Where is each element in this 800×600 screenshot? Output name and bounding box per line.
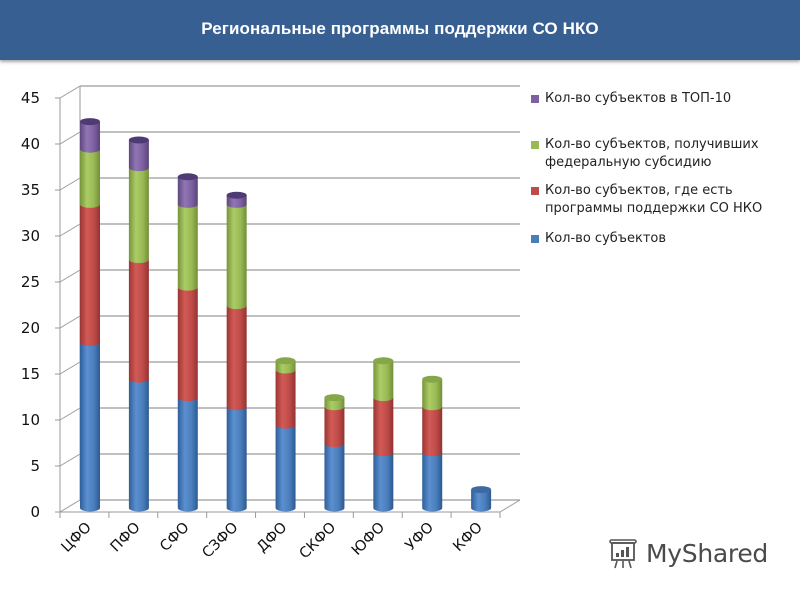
bar-segment (80, 204, 100, 346)
legend-swatch-purple (531, 95, 539, 103)
legend-swatch-blue (531, 235, 539, 243)
bar-ЦФО (80, 118, 100, 512)
bar-segment (226, 406, 247, 512)
bar-segment (373, 360, 394, 402)
legend-item-top10: Кол-во субъектов в ТОП-10 (531, 90, 731, 108)
y-tick-label: 30 (21, 227, 40, 245)
title-banner: Региональные программы поддержки СО НКО (0, 0, 800, 60)
y-tick-label: 40 (21, 135, 40, 153)
legend-label: Кол-во субъектов, получивших федеральную … (545, 137, 759, 170)
bar-ПФО (128, 136, 149, 512)
y-tick-label: 10 (21, 411, 40, 429)
myshared-watermark: MyShared (606, 535, 768, 571)
y-tick-label: 45 (21, 89, 40, 107)
bar-top (275, 357, 296, 365)
bar-СФО (177, 173, 198, 512)
bar-segment (177, 287, 198, 402)
bar-top (128, 136, 149, 144)
bar-segment (80, 342, 100, 512)
y-tick-label: 0 (30, 503, 40, 521)
bar-segment (324, 443, 345, 512)
bar-top (80, 118, 100, 126)
x-tick-label: СФО (157, 520, 192, 555)
y-tick-label: 25 (21, 273, 40, 291)
bar-СЗФО (226, 191, 247, 512)
bar-segment (226, 195, 247, 208)
legend-item-total: Кол-во субъектов (531, 230, 666, 248)
bar-segment (422, 379, 443, 411)
y-tick-label: 5 (30, 457, 40, 475)
bar-segment (275, 370, 296, 429)
bar-segment (177, 176, 198, 208)
x-tick-label: СЗФО (200, 520, 242, 562)
legend-item-subsidy: Кол-во субъектов, получивших федеральную … (531, 136, 759, 172)
bar-segment (226, 305, 247, 411)
legend-label: Кол-во субъектов в ТОП-10 (545, 91, 732, 106)
bar-top (373, 357, 394, 365)
x-tick-label: ДФО (254, 520, 290, 556)
bar-segment (373, 397, 394, 457)
x-axis-labels: ЦФО ПФО СФО СЗФО ДФО СКФО ЮФО УФО КФО (59, 520, 486, 563)
y-tick-label: 15 (21, 365, 40, 383)
bars (80, 118, 492, 512)
legend-label: Кол-во субъектов (545, 231, 667, 246)
bar-segment (226, 204, 247, 310)
bar-segment (177, 397, 198, 512)
bar-segment (80, 149, 100, 208)
bar-segment (275, 425, 296, 512)
bar-segment (422, 406, 443, 457)
y-tick-label: 35 (21, 181, 40, 199)
bar-top (226, 191, 247, 199)
bar-КФО (471, 486, 492, 512)
bar-УФО (422, 375, 443, 512)
legend-label: Кол-во субъектов, где есть программы подд… (545, 183, 763, 216)
page-title: Региональные программы поддержки СО НКО (201, 19, 599, 38)
bar-segment (128, 259, 149, 383)
y-axis: 0 5 10 15 20 25 30 35 40 45 (21, 89, 60, 521)
bar-segment (324, 397, 345, 411)
bar-segment (324, 406, 345, 448)
y-tick-label: 20 (21, 319, 40, 337)
x-tick-label: ЦФО (59, 520, 95, 556)
x-tick-label: ЮФО (349, 520, 388, 559)
legend-item-programs: Кол-во субъектов, где есть программы подд… (531, 182, 762, 218)
chart-gridlines (59, 85, 521, 518)
bar-ДФО (275, 357, 296, 512)
x-tick-label: УФО (403, 520, 437, 554)
watermark-text: MyShared (646, 538, 768, 568)
bar-segment (275, 360, 296, 374)
bar-ЮФО (373, 357, 394, 512)
bar-segment (373, 452, 394, 512)
bar-segment (128, 379, 149, 512)
bar-segment (128, 167, 149, 264)
bar-segment (80, 121, 100, 153)
legend-swatch-green (531, 141, 539, 149)
bar-top (177, 173, 198, 181)
bar-top (422, 375, 443, 383)
presentation-board-icon (609, 539, 637, 569)
bar-СКФО (324, 394, 345, 512)
bar-segment (422, 452, 443, 512)
x-tick-label: ПФО (108, 520, 144, 556)
bar-segment (177, 204, 198, 291)
x-tick-label: СКФО (297, 520, 340, 563)
bar-segment (128, 140, 149, 172)
bar-segment (471, 489, 492, 512)
legend-swatch-red (531, 187, 539, 195)
x-tick-label: КФО (450, 520, 485, 555)
bar-top (471, 486, 492, 494)
bar-top (324, 394, 345, 402)
